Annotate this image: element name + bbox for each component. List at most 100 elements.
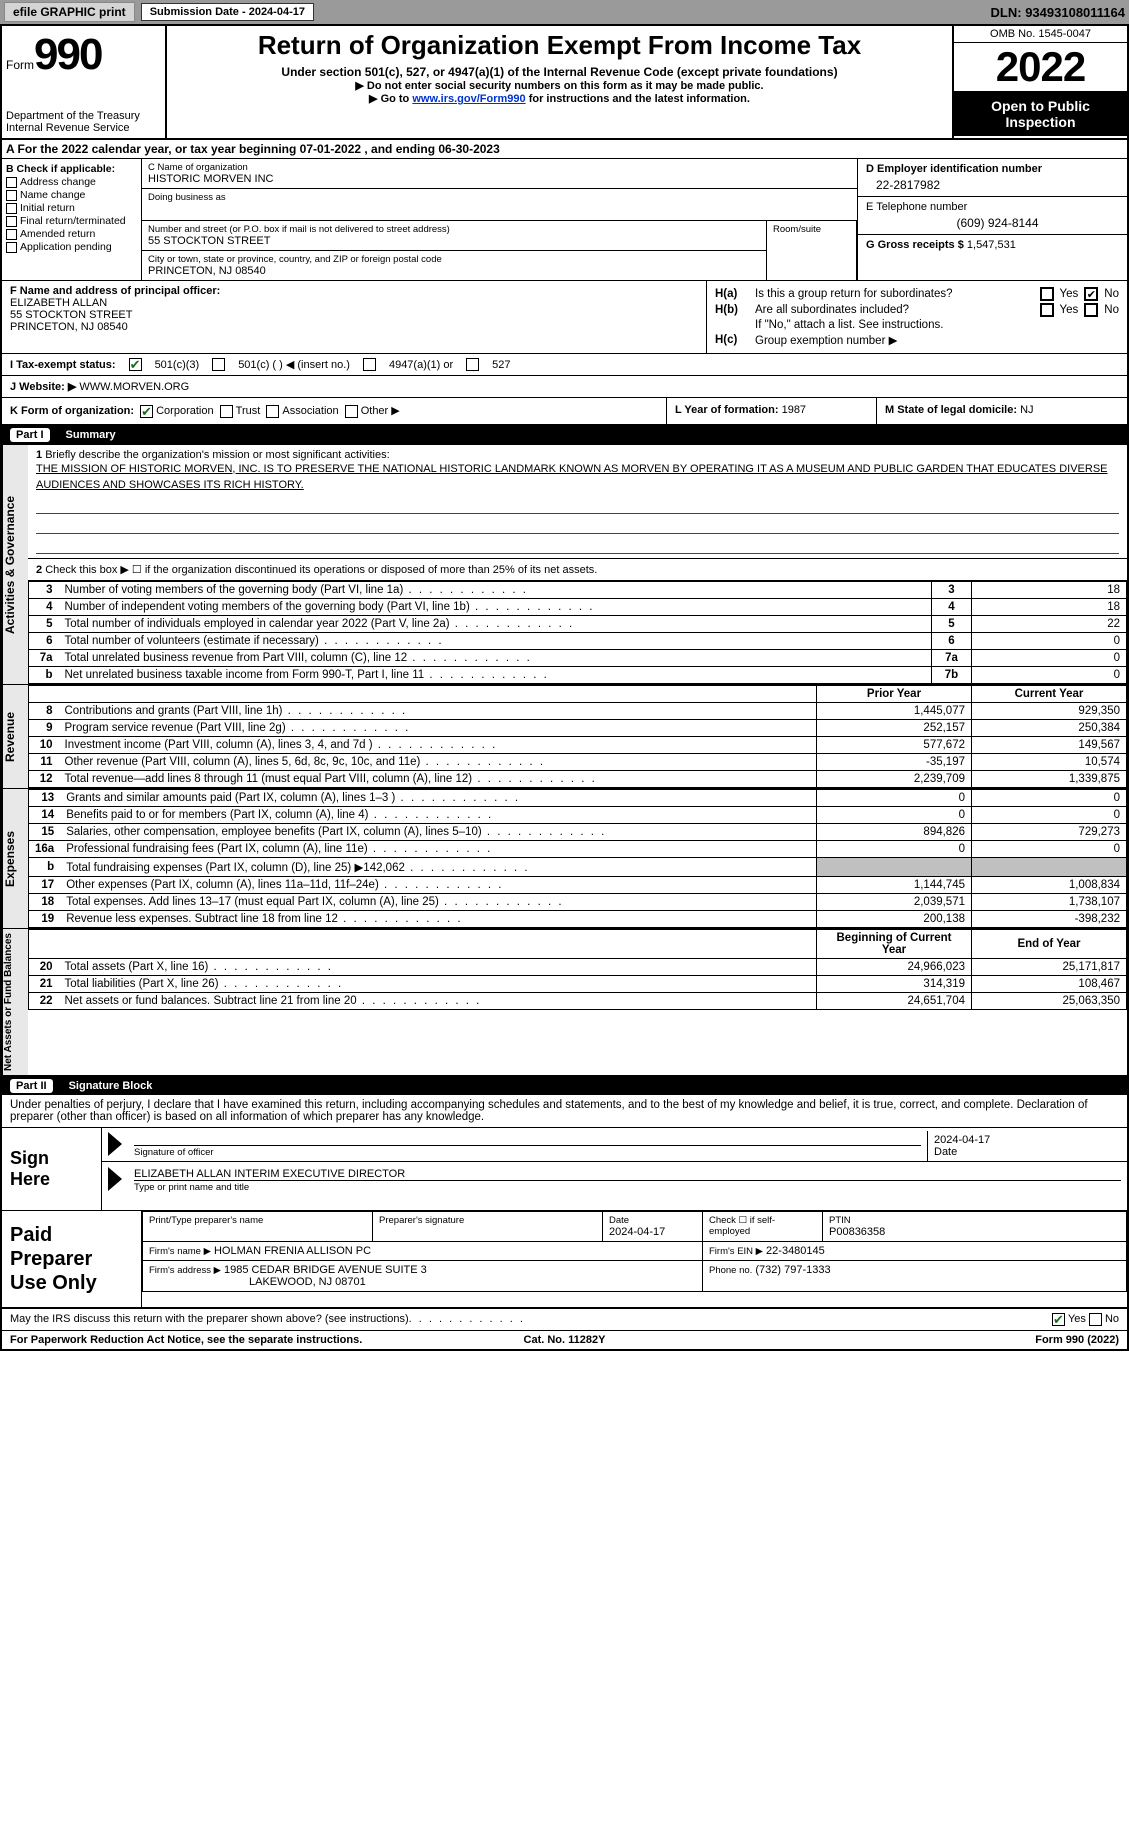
side-activities: Activities & Governance [2, 445, 28, 684]
table-row: 3Number of voting members of the governi… [29, 581, 1127, 598]
side-revenue: Revenue [2, 685, 28, 788]
header-right: OMB No. 1545-0047 2022 Open to Public In… [952, 26, 1127, 138]
other-checkbox[interactable] [345, 405, 358, 418]
ptin-label: PTIN [829, 1215, 1120, 1226]
table-row: 16aProfessional fundraising fees (Part I… [29, 840, 1127, 857]
prep-date: 2024-04-17 [609, 1226, 696, 1238]
tax-year: 2022 [954, 43, 1127, 92]
501c-checkbox[interactable] [212, 358, 225, 371]
check-final-return[interactable]: Final return/terminated [6, 215, 137, 227]
ha-label: H(a) [715, 288, 755, 300]
dln-label: DLN: 93493108011164 [991, 5, 1125, 20]
dept-label: Department of the Treasury Internal Reve… [6, 110, 161, 134]
revenue-group: Revenue Prior YearCurrent Year 8Contribu… [2, 684, 1127, 788]
submission-date: Submission Date - 2024-04-17 [141, 3, 314, 21]
dba-label: Doing business as [148, 192, 851, 203]
header-left: Form990 Department of the Treasury Inter… [2, 26, 167, 138]
tel-label: E Telephone number [866, 201, 1119, 213]
hb-question: Are all subordinates included? [755, 304, 1040, 316]
mission-text: THE MISSION OF HISTORIC MORVEN, INC. IS … [36, 461, 1119, 494]
line1-label: Briefly describe the organization's miss… [45, 449, 389, 461]
ha-yes-checkbox[interactable] [1040, 287, 1054, 301]
blank-line [36, 536, 1119, 554]
paid-preparer-block: Paid Preparer Use Only Print/Type prepar… [2, 1211, 1127, 1309]
governance-table: 3Number of voting members of the governi… [28, 581, 1127, 684]
website-label: J Website: ▶ [10, 381, 76, 393]
check-initial-return[interactable]: Initial return [6, 202, 137, 214]
address-block: Number and street (or P.O. box if mail i… [142, 221, 857, 280]
omb-number: OMB No. 1545-0047 [954, 26, 1127, 43]
check-amended[interactable]: Amended return [6, 228, 137, 240]
period-row: A For the 2022 calendar year, or tax yea… [2, 140, 1127, 159]
col-prior: Prior Year [817, 685, 972, 702]
table-row: 12Total revenue—add lines 8 through 11 (… [29, 770, 1127, 787]
prep-name-label: Print/Type preparer's name [149, 1215, 366, 1226]
domicile: NJ [1020, 404, 1033, 416]
exempt-label: I Tax-exempt status: [10, 359, 116, 371]
ein-value: 22-2817982 [866, 175, 1119, 192]
trust-checkbox[interactable] [220, 405, 233, 418]
hb-no-checkbox[interactable] [1084, 303, 1098, 317]
table-row: bNet unrelated business taxable income f… [29, 666, 1127, 683]
hb-yes-checkbox[interactable] [1040, 303, 1054, 317]
arrow-icon [108, 1132, 122, 1156]
discuss-yes-checkbox[interactable] [1052, 1313, 1065, 1326]
form-number: 990 [34, 30, 101, 79]
addr-street: 55 STOCKTON STREET [148, 235, 760, 247]
check-address-change[interactable]: Address change [6, 176, 137, 188]
blank-line [36, 496, 1119, 514]
k-label: K Form of organization: [10, 405, 134, 417]
paid-prep-label: Paid Preparer Use Only [2, 1211, 142, 1307]
sig-name: ELIZABETH ALLAN INTERIM EXECUTIVE DIRECT… [134, 1168, 1121, 1180]
org-name-label: C Name of organization [148, 162, 851, 173]
netassets-table: Beginning of Current YearEnd of Year 20T… [28, 929, 1127, 1010]
note2-pre: ▶ Go to [369, 93, 412, 105]
efile-print-button[interactable]: efile GRAPHIC print [4, 2, 135, 22]
corp-checkbox[interactable] [140, 405, 153, 418]
check-application-pending[interactable]: Application pending [6, 241, 137, 253]
ein-tel-column: D Employer identification number 22-2817… [857, 159, 1127, 280]
form-label: Form [6, 58, 34, 72]
check-b-label: B Check if applicable: [6, 163, 137, 175]
table-row: 14Benefits paid to or for members (Part … [29, 806, 1127, 823]
firm-name-label: Firm's name ▶ [149, 1246, 211, 1257]
firm-name: HOLMAN FRENIA ALLISON PC [214, 1245, 371, 1257]
table-row: 17Other expenses (Part IX, column (A), l… [29, 876, 1127, 893]
table-row: bTotal fundraising expenses (Part IX, co… [29, 857, 1127, 876]
side-expenses: Expenses [2, 789, 28, 928]
year-formation-label: L Year of formation: [675, 404, 779, 416]
table-row: 21Total liabilities (Part X, line 26)314… [29, 975, 1127, 992]
revenue-table: Prior YearCurrent Year 8Contributions an… [28, 685, 1127, 788]
side-netassets: Net Assets or Fund Balances [2, 929, 28, 1075]
toolbar: efile GRAPHIC print Submission Date - 20… [0, 0, 1129, 24]
table-row: 11Other revenue (Part VIII, column (A), … [29, 753, 1127, 770]
firm-ein-label: Firm's EIN ▶ [709, 1246, 763, 1257]
discuss-no-checkbox[interactable] [1089, 1313, 1102, 1326]
website-row: J Website: ▶ WWW.MORVEN.ORG [2, 376, 1127, 398]
mission-block: 1 Briefly describe the organization's mi… [28, 445, 1127, 559]
officer-name: ELIZABETH ALLAN [10, 297, 698, 309]
officer-addr1: 55 STOCKTON STREET [10, 309, 698, 321]
irs-link[interactable]: www.irs.gov/Form990 [412, 93, 525, 105]
table-row: 18Total expenses. Add lines 13–17 (must … [29, 893, 1127, 910]
gross-label: G Gross receipts $ [866, 239, 964, 251]
527-checkbox[interactable] [466, 358, 479, 371]
ha-no-checkbox[interactable] [1084, 287, 1098, 301]
arrow-icon [108, 1167, 122, 1191]
table-row: 10Investment income (Part VIII, column (… [29, 736, 1127, 753]
hb-label: H(b) [715, 304, 755, 316]
501c3-checkbox[interactable] [129, 358, 142, 371]
table-row: 13Grants and similar amounts paid (Part … [29, 789, 1127, 806]
assoc-checkbox[interactable] [266, 405, 279, 418]
check-name-change[interactable]: Name change [6, 189, 137, 201]
header-center: Return of Organization Exempt From Incom… [167, 26, 952, 138]
phone: (732) 797-1333 [755, 1264, 830, 1276]
dots [409, 1313, 1049, 1325]
form-title: Return of Organization Exempt From Incom… [173, 30, 946, 61]
ha-question: Is this a group return for subordinates? [755, 288, 1040, 300]
note2-post: for instructions and the latest informat… [526, 93, 750, 105]
col-end: End of Year [972, 929, 1127, 958]
group-return-block: H(a) Is this a group return for subordin… [707, 281, 1127, 353]
firm-ein: 22-3480145 [766, 1245, 825, 1257]
4947-checkbox[interactable] [363, 358, 376, 371]
